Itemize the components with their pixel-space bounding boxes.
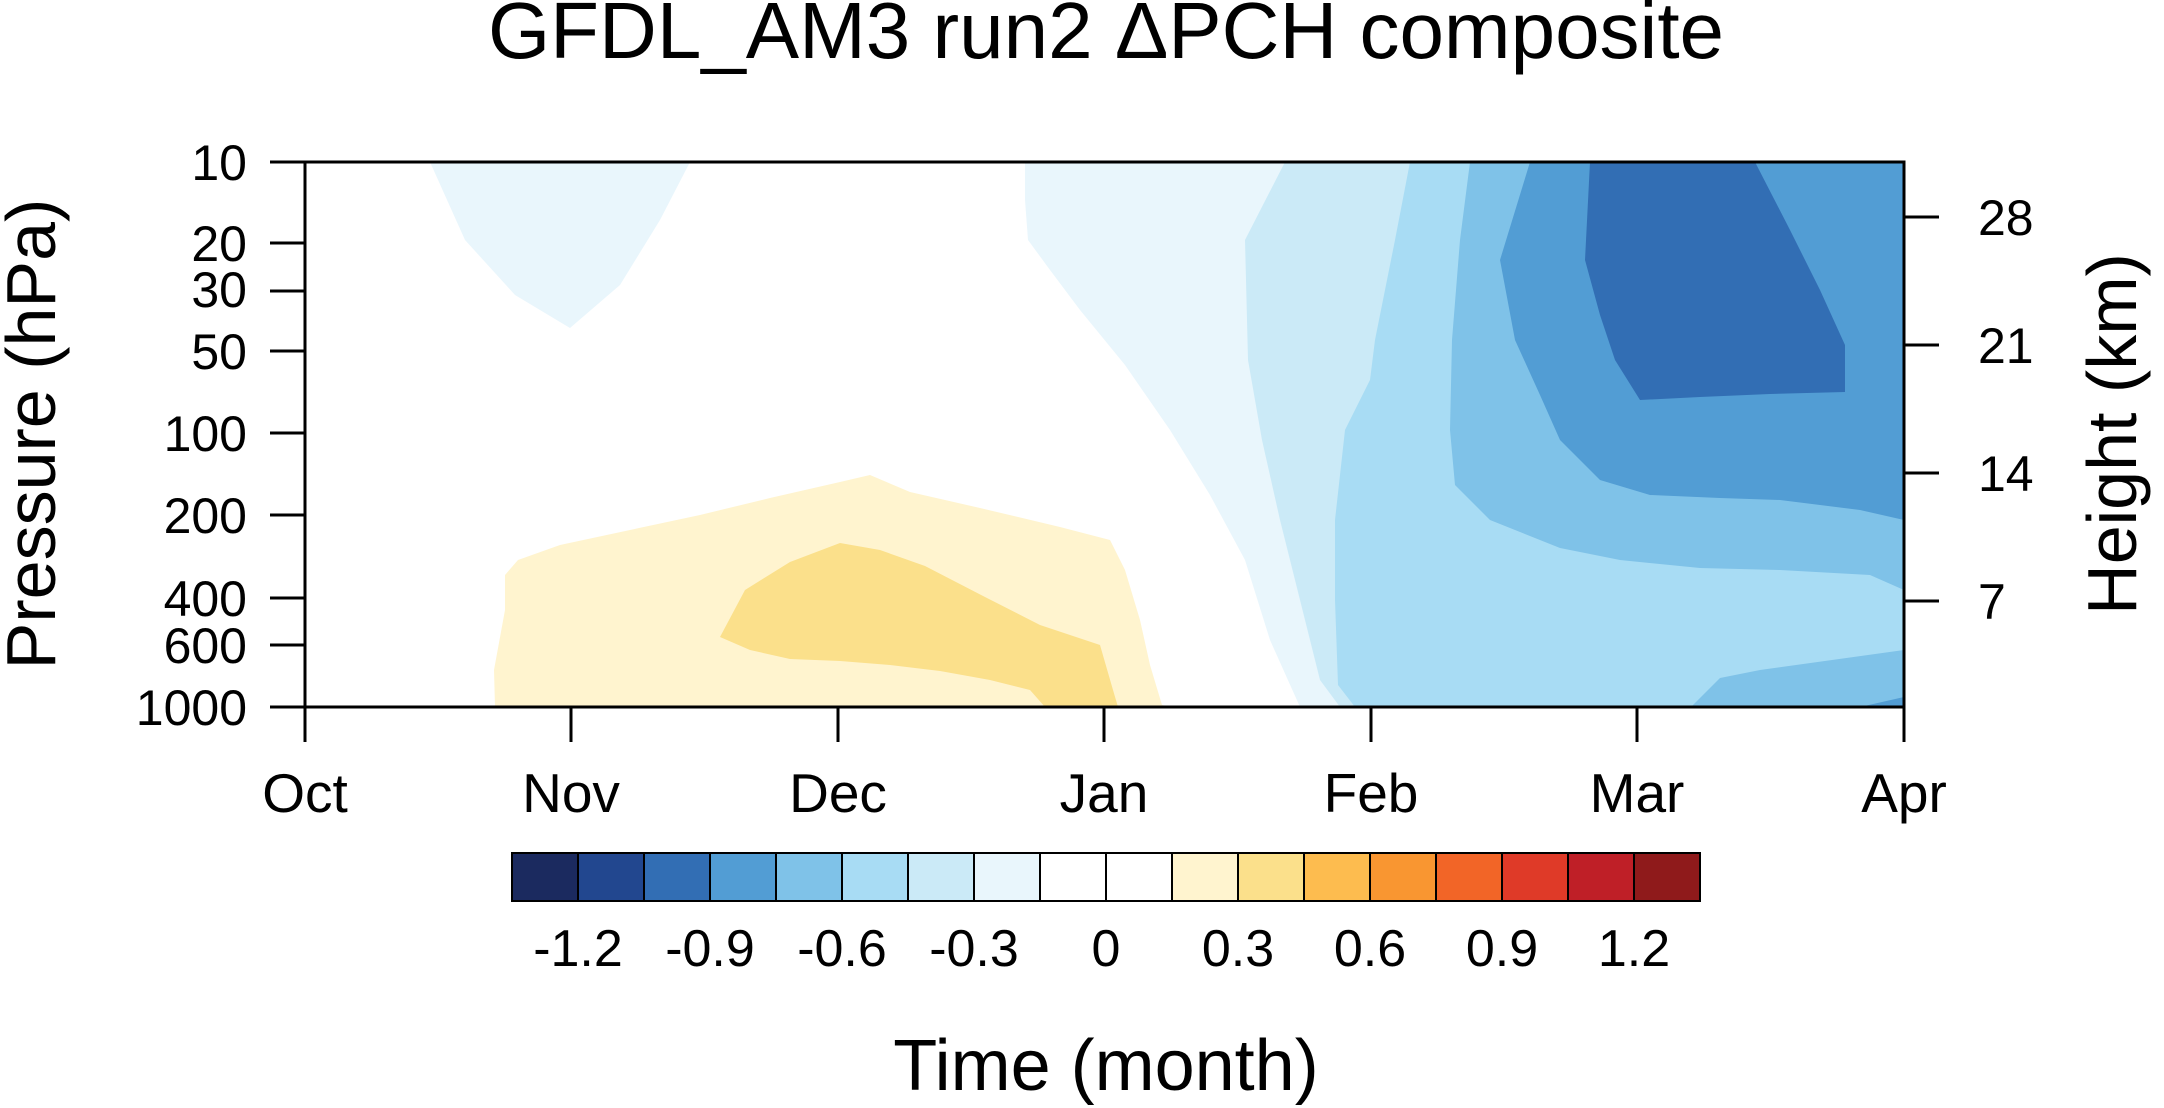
- colorbar-tick-label: -0.3: [929, 920, 1019, 978]
- colorbar-tick-label: -0.6: [797, 920, 887, 978]
- colorbar-tick-label: 0: [1092, 920, 1121, 978]
- contour-region-mar-blue-090: [1585, 162, 1845, 400]
- y-axis-left: [270, 160, 305, 709]
- colorbar-tick-label: -1.2: [533, 920, 623, 978]
- y-right-tick-label-14: 14: [1978, 446, 2034, 502]
- contour-region-apr-surface-blue: [1860, 697, 1904, 707]
- y-tick-label-10: 10: [191, 135, 247, 191]
- y-tick-label-400: 400: [164, 571, 247, 627]
- plot-area: [305, 162, 1904, 707]
- x-axis: [303, 707, 1906, 742]
- colorbar-swatch: [1237, 852, 1305, 902]
- colorbar-swatch: [1171, 852, 1239, 902]
- colorbar-tick-label: -0.9: [665, 920, 755, 978]
- colorbar: [511, 852, 1701, 902]
- colorbar-swatch: [1567, 852, 1635, 902]
- contour-region-dec-yellow: [720, 543, 1118, 707]
- colorbar-swatch: [1369, 852, 1437, 902]
- y-tick-label-50: 50: [191, 324, 247, 380]
- x-tick-label-oct: Oct: [262, 762, 348, 824]
- y-right-tick-label-21: 21: [1978, 318, 2034, 374]
- x-tick-label-mar: Mar: [1590, 762, 1685, 824]
- colorbar-tick-label: 0.3: [1202, 920, 1274, 978]
- colorbar-swatch: [643, 852, 711, 902]
- colorbar-tick-label: 0.6: [1334, 920, 1406, 978]
- colorbar-labels: -1.2 -0.9 -0.6 -0.3 0 0.3 0.6 0.9 1.2: [533, 920, 1670, 978]
- colorbar-swatch: [1633, 852, 1701, 902]
- y-tick-label-100: 100: [164, 406, 247, 462]
- y-right-tick-label-7: 7: [1978, 574, 2006, 630]
- y-axis-title-left: Pressure (hPa): [0, 199, 70, 670]
- colorbar-swatch: [907, 852, 975, 902]
- colorbar-swatch: [1501, 852, 1569, 902]
- colorbar-swatch: [973, 852, 1041, 902]
- y-tick-label-200: 200: [164, 488, 247, 544]
- colorbar-tick-label: 0.9: [1466, 920, 1538, 978]
- y-tick-label-600: 600: [164, 618, 247, 674]
- chart-title: GFDL_AM3 run2 ΔPCH composite: [488, 0, 1724, 75]
- colorbar-swatch: [1303, 852, 1371, 902]
- x-tick-label-jan: Jan: [1060, 762, 1149, 824]
- colorbar-swatch: [577, 852, 645, 902]
- x-axis-title: Time (month): [893, 1026, 1318, 1106]
- colorbar-swatch: [775, 852, 843, 902]
- colorbar-swatch: [511, 852, 579, 902]
- x-tick-label-nov: Nov: [522, 762, 620, 824]
- x-tick-label-apr: Apr: [1861, 762, 1947, 824]
- y-axis-right: [1904, 215, 1939, 603]
- x-tick-label-feb: Feb: [1324, 762, 1419, 824]
- x-tick-label-dec: Dec: [789, 762, 887, 824]
- y-tick-label-30: 30: [191, 262, 247, 318]
- colorbar-swatch: [1039, 852, 1107, 902]
- y-axis-title-right: Height (km): [2073, 253, 2151, 615]
- colorbar-swatch: [709, 852, 777, 902]
- colorbar-swatch: [1435, 852, 1503, 902]
- colorbar-swatch: [841, 852, 909, 902]
- colorbar-swatch: [1105, 852, 1173, 902]
- colorbar-tick-label: 1.2: [1598, 920, 1670, 978]
- y-tick-label-1000: 1000: [136, 680, 247, 736]
- contour-region-early-nov-neg: [430, 162, 690, 328]
- y-tick-label-20: 20: [191, 216, 247, 272]
- y-right-tick-label-28: 28: [1978, 190, 2034, 246]
